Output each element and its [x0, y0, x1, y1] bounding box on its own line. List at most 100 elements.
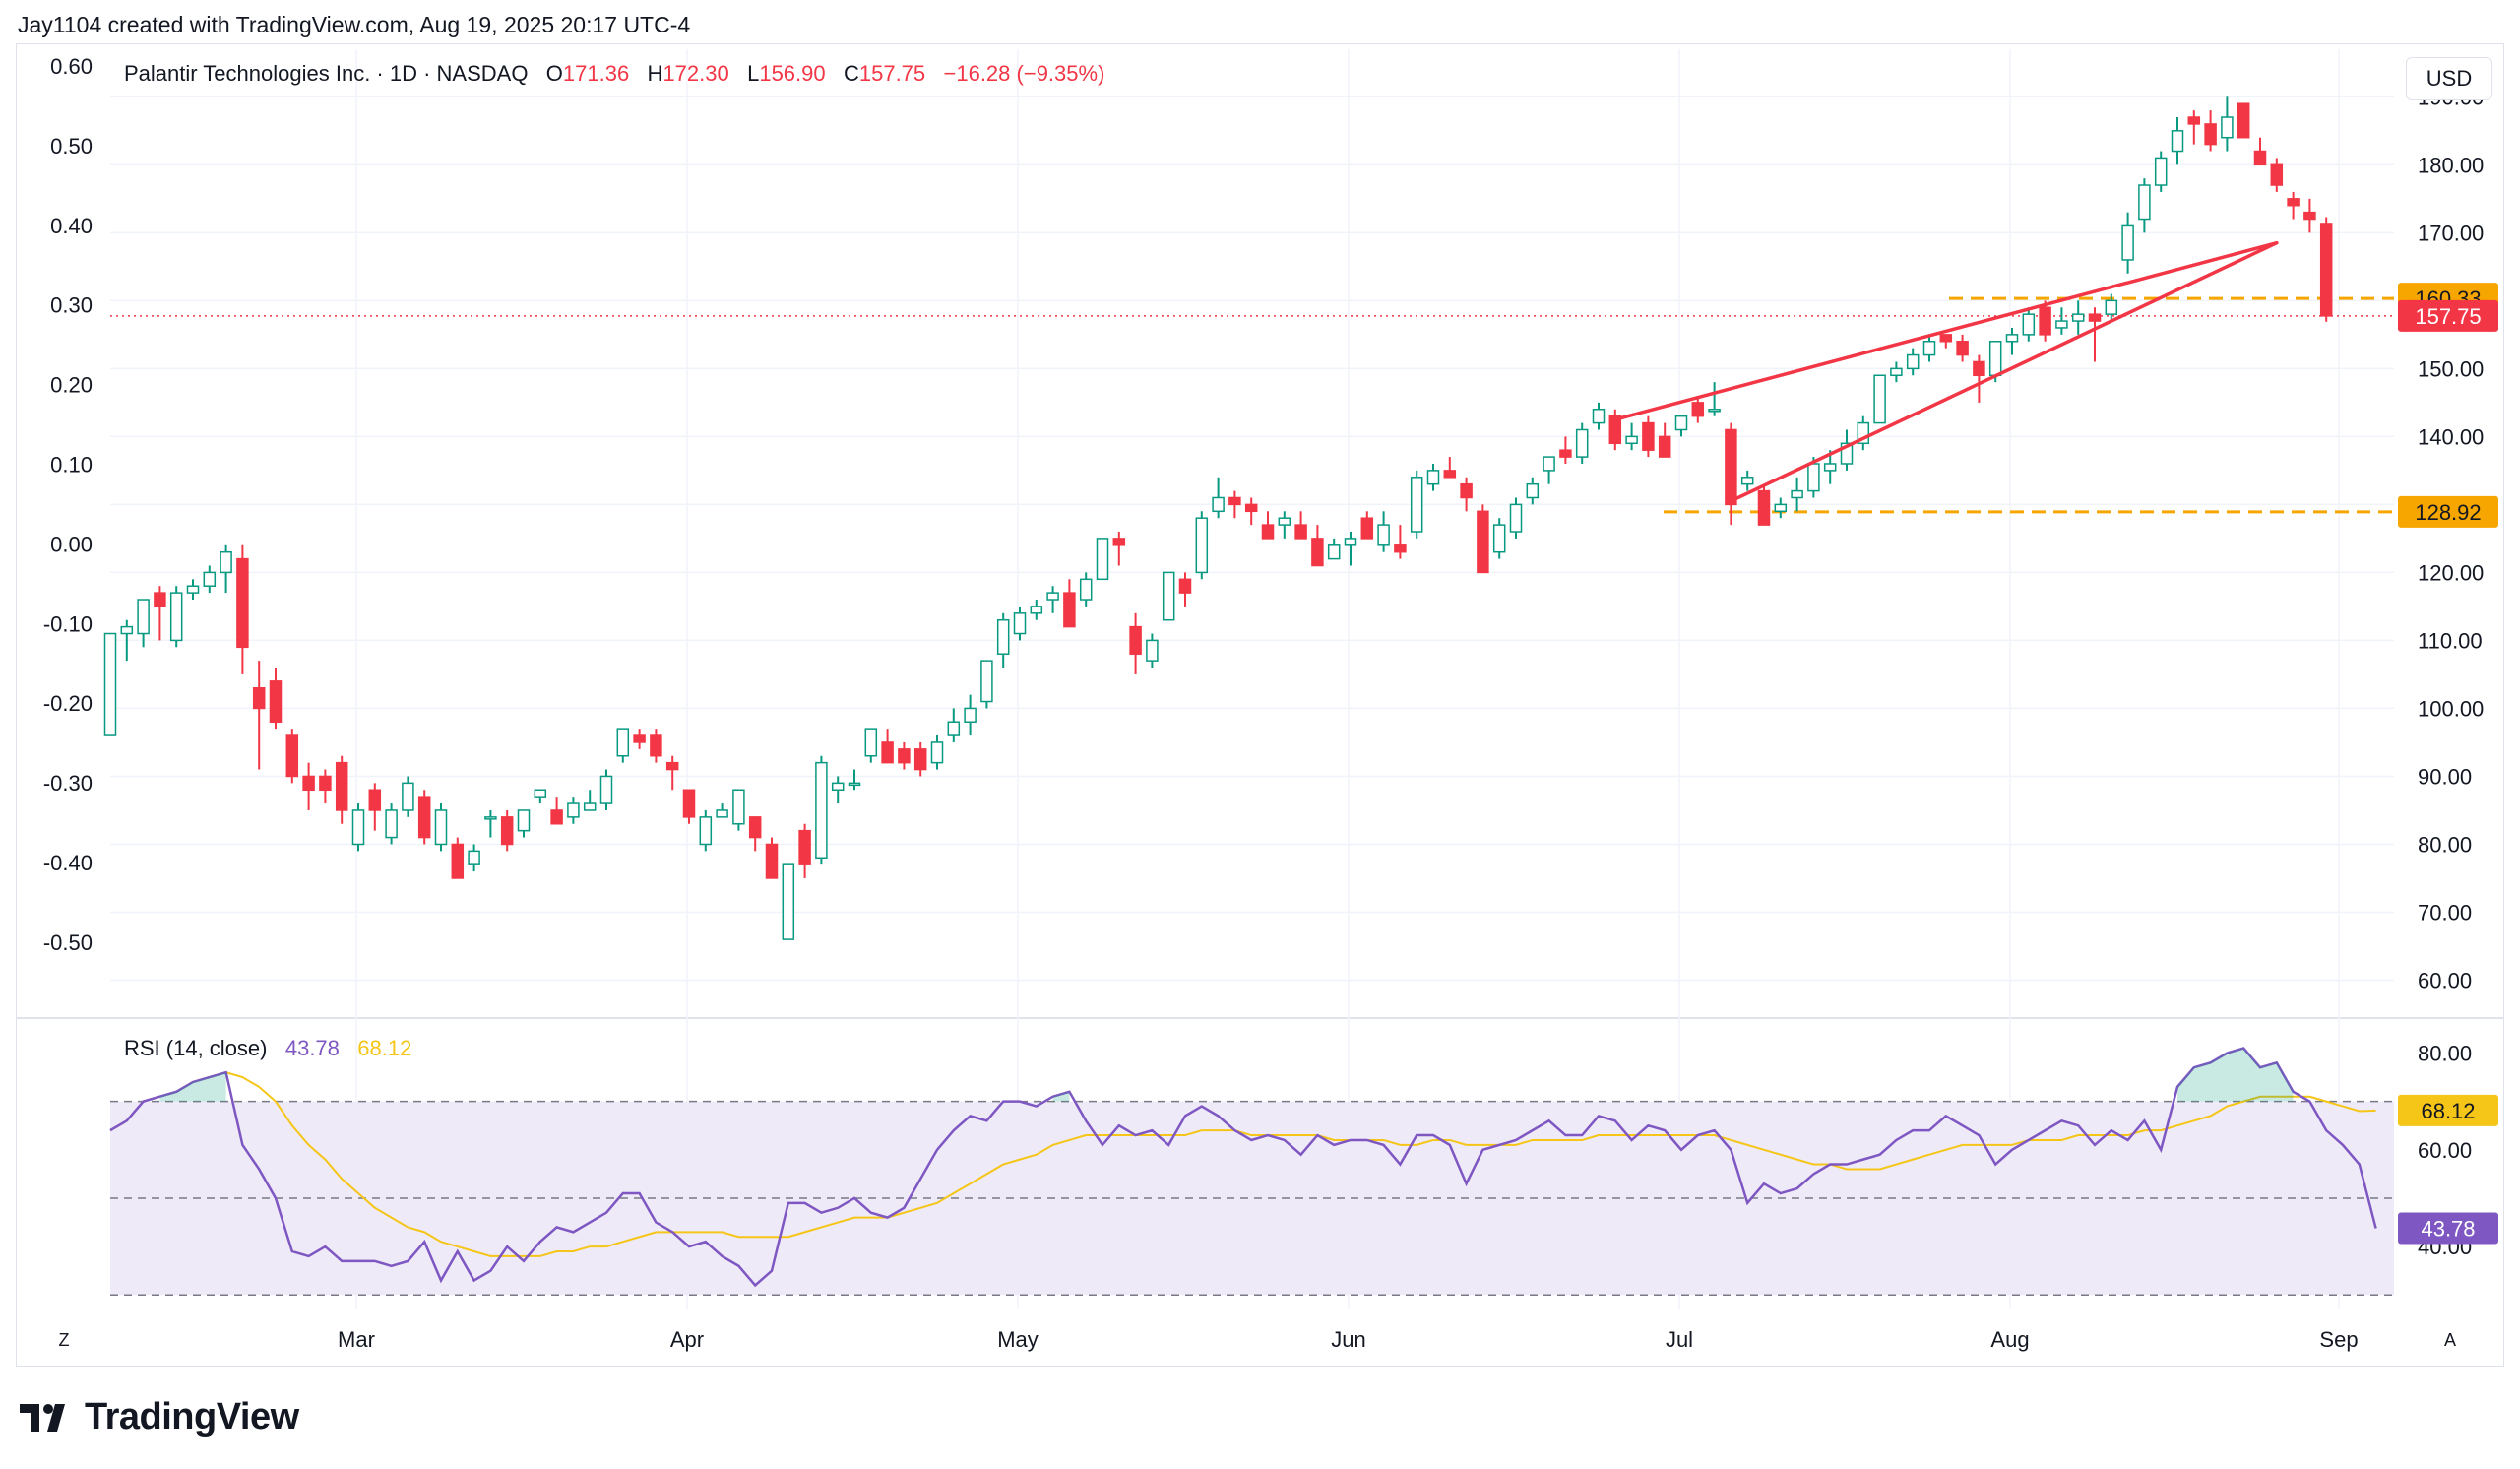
candle-body [154, 592, 166, 607]
candle-down [914, 741, 927, 777]
candle-body [914, 748, 927, 771]
candle-up [599, 769, 613, 810]
candle-up [517, 809, 531, 838]
grid-layer [16, 49, 2504, 1309]
price-axis-tick-label: 100.00 [2418, 696, 2484, 721]
close-value: 157.75 [858, 61, 926, 86]
price-tag-last-bg [2398, 299, 2498, 332]
candle-up [2071, 300, 2085, 335]
candle-body [1823, 463, 1837, 472]
price-axis-tick-label: 180.00 [2418, 153, 2484, 177]
candle-up [616, 728, 630, 763]
price-axis-tick-label: 90.00 [2418, 764, 2472, 789]
brand-logo[interactable]: TradingView [20, 1396, 299, 1438]
candle-up [2055, 307, 2068, 335]
candle-down [1939, 334, 1953, 349]
candle-up [2121, 212, 2134, 274]
candle-body [765, 843, 779, 879]
rsi-ma-tag-text: 68.12 [2421, 1099, 2475, 1123]
candle-up [848, 769, 861, 791]
candle-body [1807, 463, 1820, 492]
left-axis-tick-label: -0.10 [43, 611, 93, 636]
candle-body [583, 802, 597, 811]
candle-body [451, 843, 465, 879]
candle-down [898, 741, 911, 770]
candle-down [2204, 110, 2217, 152]
candle-body [550, 809, 563, 825]
candle-down [252, 661, 266, 770]
candle-body [1195, 517, 1209, 574]
candle-up [1212, 477, 1225, 519]
candle-body [1426, 470, 1440, 485]
rsi-band-layer [110, 1100, 2394, 1297]
candle-body [120, 625, 134, 635]
candle-down [1178, 572, 1192, 607]
candle-down [2270, 158, 2284, 192]
candle-body [1112, 538, 1126, 546]
candle-up [2022, 307, 2036, 342]
candle-body [898, 748, 911, 764]
zoom-reset-button[interactable]: Z [58, 1330, 70, 1350]
rsi-ma-tag: 68.12 [2398, 1094, 2498, 1126]
candle-down [269, 668, 283, 730]
currency-button[interactable]: USD [2406, 57, 2492, 100]
candle-body [1212, 496, 1225, 513]
candle-body [2204, 123, 2217, 146]
candle-up [1774, 497, 1788, 519]
candle-up [1526, 477, 1540, 505]
candle-up [567, 797, 580, 824]
candle-body [1460, 482, 1473, 499]
candle-down [798, 823, 811, 878]
price-tag-128: 128.92 [2398, 495, 2498, 528]
wedge-trendline [1729, 240, 2279, 503]
price-tag-last: 157.75 [2398, 299, 2498, 332]
left-axis-tick-label: -0.30 [43, 771, 93, 796]
candle-body [2270, 163, 2284, 186]
candle-up [203, 565, 217, 594]
candle-up [137, 599, 150, 648]
x-tick-label: May [997, 1327, 1039, 1352]
candle-body [2171, 130, 2184, 153]
candle-body [1575, 428, 1589, 458]
candle-down [2319, 217, 2333, 322]
candle-body [1988, 341, 2002, 377]
candle-down [2187, 110, 2201, 145]
auto-scale-button[interactable]: A [2443, 1330, 2456, 1350]
candle-down [665, 755, 679, 791]
candle-down [748, 816, 762, 852]
x-tick-label: Aug [1990, 1327, 2029, 1352]
candle-up [2105, 293, 2118, 322]
candle-down [451, 837, 465, 879]
candle-up [1278, 511, 1292, 539]
candle-body [335, 761, 348, 811]
candle-body [137, 599, 150, 635]
high-label: H [647, 61, 663, 86]
candle-body [1244, 503, 1258, 513]
candle-body [2236, 102, 2250, 139]
candle-down [302, 762, 315, 810]
candle-body [848, 782, 861, 787]
candle-down [1973, 354, 1985, 403]
candle-body [2319, 223, 2333, 317]
candle-body [567, 802, 580, 818]
candle-body [1013, 612, 1027, 635]
candle-down [1311, 525, 1324, 567]
candle-down [1394, 525, 1407, 559]
candle-body [2221, 116, 2234, 139]
candle-body [1526, 482, 1540, 499]
candle-body [831, 782, 845, 792]
candle-body [2039, 306, 2051, 336]
rsi-legend: RSI (14, close) 43.78 68.12 [124, 1036, 411, 1061]
candle-body [1261, 524, 1275, 540]
candle-down [335, 755, 348, 824]
candle-body [1956, 341, 1969, 356]
candle-down [2253, 137, 2267, 166]
candle-body [1543, 456, 1555, 472]
rsi-lines-layer [109, 1047, 2377, 1288]
candle-up [220, 544, 232, 594]
candle-down [1129, 612, 1142, 674]
candle-down [154, 586, 166, 641]
price-axis-tick-label: 120.00 [2418, 560, 2484, 585]
candle-body [1774, 503, 1788, 513]
